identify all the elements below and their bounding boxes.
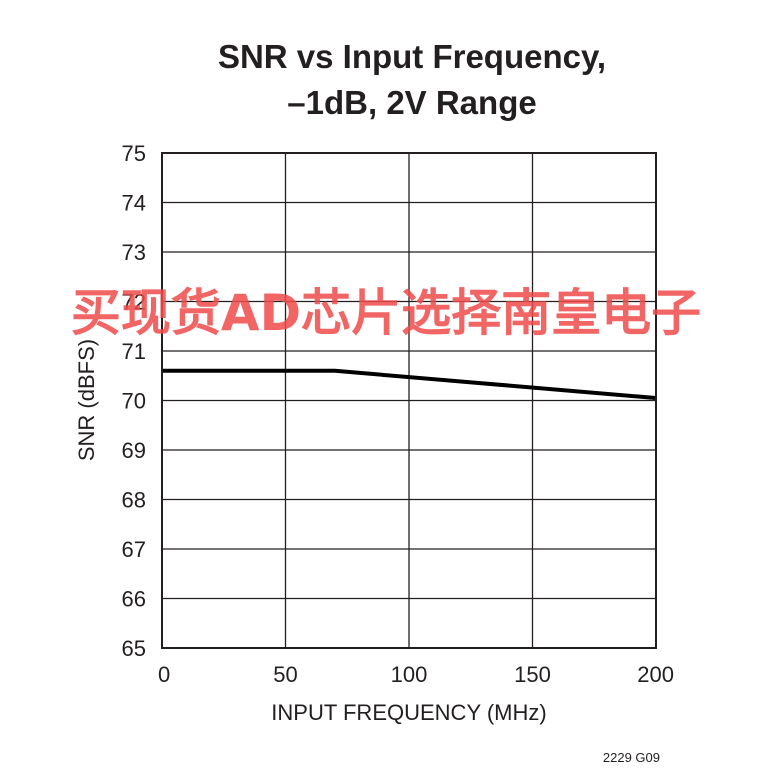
chart-title-line-2: –1dB, 2V Range xyxy=(287,84,536,121)
y-axis-label: SNR (dBFS) xyxy=(74,339,99,461)
y-tick-label: 70 xyxy=(122,389,146,414)
y-tick-label: 65 xyxy=(122,636,146,661)
x-tick-label: 100 xyxy=(391,662,428,687)
y-tick-label: 73 xyxy=(122,240,146,265)
watermark: 买现货AD芯片选择南皇电子 xyxy=(71,284,701,342)
y-tick-labels: 65 66 67 68 69 70 71 72 73 74 75 xyxy=(122,141,146,661)
x-axis-label: INPUT FREQUENCY (MHz) xyxy=(271,700,546,725)
y-tick-label: 75 xyxy=(122,141,146,166)
x-tick-labels: 0 50 100 150 200 xyxy=(158,662,674,687)
figure-id: 2229 G09 xyxy=(603,750,660,765)
x-tick-label: 0 xyxy=(158,662,170,687)
y-tick-label: 71 xyxy=(122,339,146,364)
y-tick-label: 67 xyxy=(122,537,146,562)
x-tick-label: 200 xyxy=(637,662,674,687)
y-tick-label: 66 xyxy=(122,587,146,612)
plot-frame xyxy=(161,152,657,649)
grid xyxy=(161,152,657,649)
chart-title-line-1: SNR vs Input Frequency, xyxy=(218,38,606,75)
y-tick-label: 72 xyxy=(122,290,146,315)
series-group xyxy=(162,368,657,401)
y-tick-label: 69 xyxy=(122,438,146,463)
y-tick-label: 68 xyxy=(122,488,146,513)
x-tick-label: 50 xyxy=(273,662,297,687)
y-tick-label: 74 xyxy=(122,191,146,216)
series-line-0 xyxy=(162,368,657,401)
x-tick-label: 150 xyxy=(514,662,551,687)
